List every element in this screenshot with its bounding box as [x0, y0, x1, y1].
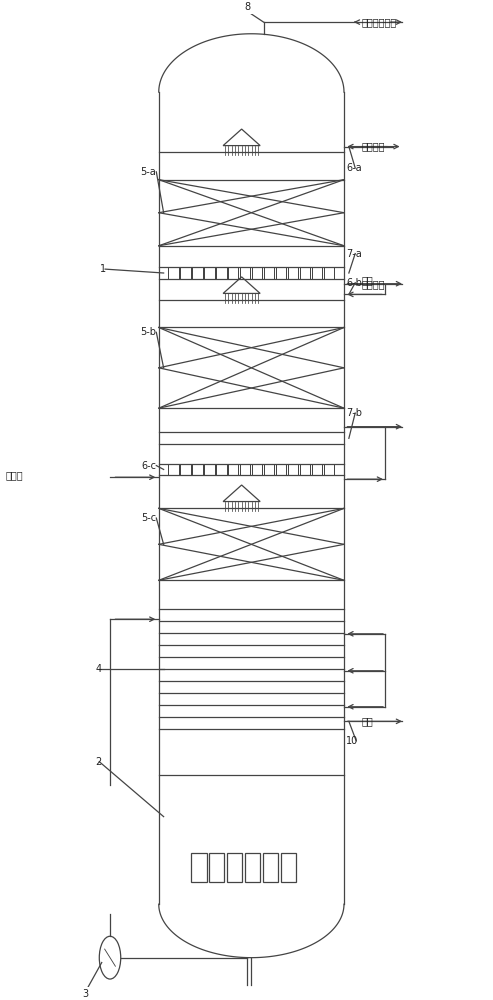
Text: 6-b: 6-b — [347, 278, 362, 288]
Text: 8: 8 — [244, 2, 250, 12]
Text: 3: 3 — [82, 989, 88, 999]
Text: 4: 4 — [95, 664, 102, 674]
Text: 仲辛醇: 仲辛醇 — [5, 470, 23, 480]
Text: 5-b: 5-b — [141, 327, 156, 337]
Text: 1: 1 — [100, 264, 106, 274]
Text: 尾气回收系统: 尾气回收系统 — [361, 17, 396, 27]
Text: 7-a: 7-a — [347, 249, 362, 259]
Text: 硝酸: 硝酸 — [361, 275, 373, 285]
Text: 2: 2 — [95, 757, 102, 767]
Text: 5-c: 5-c — [141, 513, 156, 523]
Text: 10: 10 — [347, 736, 359, 746]
Text: 6-a: 6-a — [347, 163, 362, 173]
Text: 洗涤水出: 洗涤水出 — [361, 279, 385, 289]
Text: 物料: 物料 — [361, 716, 373, 726]
Text: 洗涤水进: 洗涤水进 — [361, 142, 385, 152]
Text: 7-b: 7-b — [347, 408, 362, 418]
Text: 5-a: 5-a — [141, 167, 156, 177]
Text: 6-c: 6-c — [141, 461, 156, 471]
